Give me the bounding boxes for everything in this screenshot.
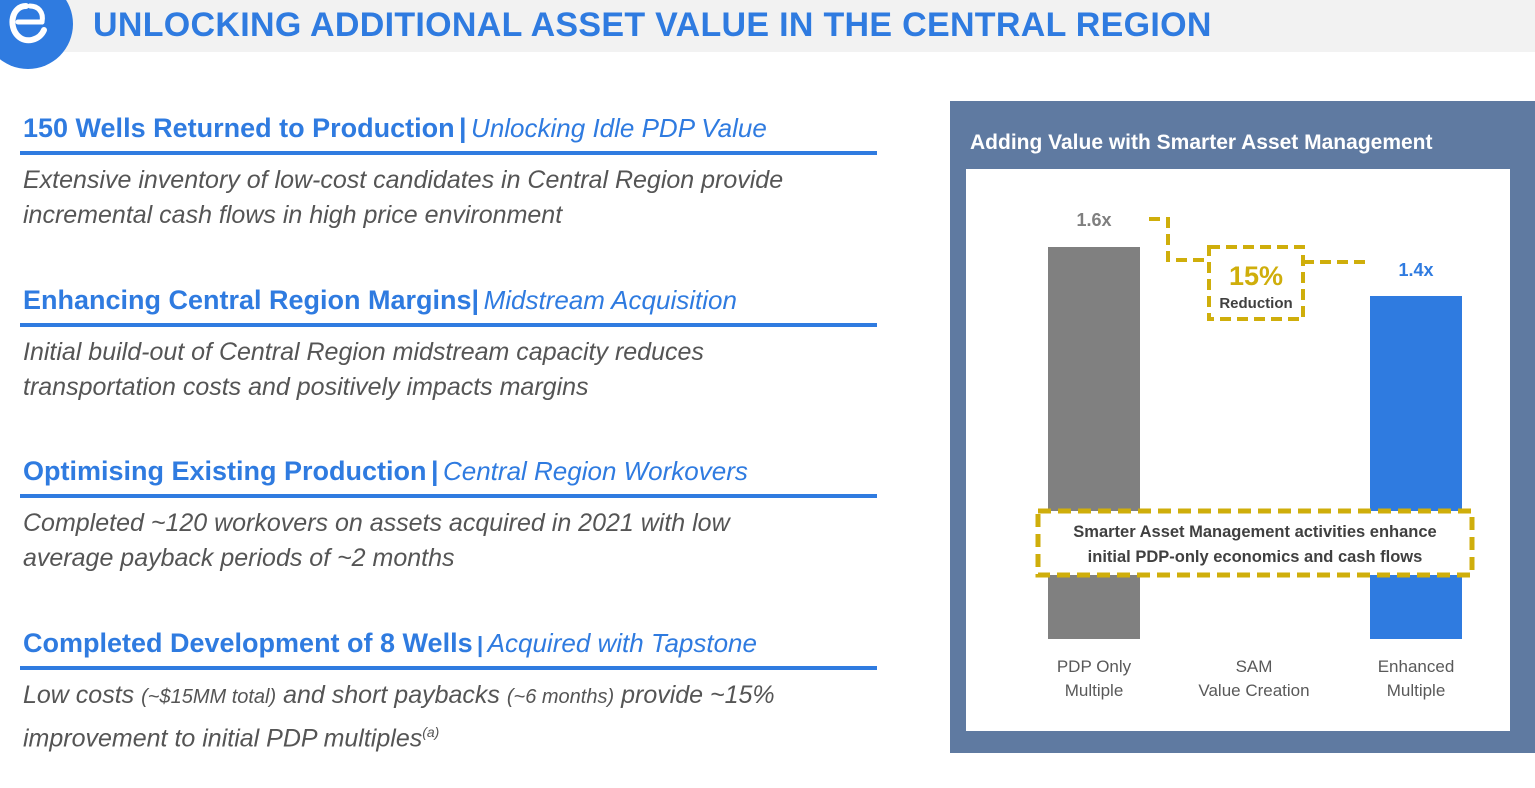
callout-line: initial PDP-only economics and cash flow… xyxy=(1088,548,1423,566)
tick-label-enhanced-2: Multiple xyxy=(1387,681,1446,700)
header-band xyxy=(0,0,1535,52)
section-title: Enhancing Central Region Margins xyxy=(23,285,472,315)
tick-label-enhanced-1: Enhanced xyxy=(1378,657,1455,676)
section-subtitle: Midstream Acquisition xyxy=(483,285,737,315)
body-line: Completed ~120 workovers on assets acqui… xyxy=(23,509,730,537)
section-title: Optimising Existing Production xyxy=(23,456,427,486)
body-text-small: (~$15MM total) xyxy=(141,686,277,708)
tick-label-sam-2: Value Creation xyxy=(1198,681,1309,700)
bar-pdp-only xyxy=(1048,247,1140,639)
section-body: Completed ~120 workovers on assets acqui… xyxy=(20,506,877,576)
reduction-value: 15% xyxy=(1229,261,1283,291)
reduction-label: Reduction xyxy=(1219,295,1292,312)
section-development: Completed Development of 8 Wells | Acqui… xyxy=(20,630,877,756)
section-separator: | xyxy=(471,285,480,315)
body-line: Initial build-out of Central Region mids… xyxy=(23,338,704,366)
section-subtitle: Unlocking Idle PDP Value xyxy=(471,113,767,143)
body-line: average payback periods of ~2 months xyxy=(23,544,455,572)
body-line: improvement to initial PDP multiples(a) xyxy=(23,715,877,756)
section-separator: | xyxy=(459,113,467,143)
section-subtitle: Central Region Workovers xyxy=(442,456,748,486)
section-title: 150 Wells Returned to Production xyxy=(23,113,455,143)
section-body: Initial build-out of Central Region mids… xyxy=(20,335,877,405)
section-body: Extensive inventory of low-cost candidat… xyxy=(20,163,877,233)
body-line: incremental cash flows in high price env… xyxy=(23,201,563,229)
bar-enhanced xyxy=(1370,296,1462,639)
tick-label-pdp-only-1: PDP Only xyxy=(1057,657,1132,676)
tick-label-pdp-only-2: Multiple xyxy=(1065,681,1124,700)
section-margins: Enhancing Central Region Margins| Midstr… xyxy=(20,287,877,405)
callout-background xyxy=(1038,511,1472,575)
data-label-pdp-only: 1.6x xyxy=(1076,210,1111,230)
chart-svg: 1.6x 1.4x 15% Reduction Smarter Asset Ma… xyxy=(1035,210,1475,700)
chart-panel: Adding Value with Smarter Asset Manageme… xyxy=(950,101,1535,753)
reduction-box xyxy=(1207,245,1305,321)
section-subtitle: Acquired with Tapstone xyxy=(487,628,757,658)
body-text-small: (~6 months) xyxy=(506,686,615,708)
section-heading: Enhancing Central Region Margins| Midstr… xyxy=(20,287,877,327)
callout-box xyxy=(1035,508,1475,578)
section-workovers: Optimising Existing Production | Central… xyxy=(20,458,877,576)
connector-line-left xyxy=(1149,217,1209,262)
section-heading: 150 Wells Returned to Production | Unloc… xyxy=(20,115,877,155)
body-text: Low costs xyxy=(23,681,142,709)
body-text: provide ~15% xyxy=(614,681,775,709)
data-label-enhanced: 1.4x xyxy=(1398,260,1433,280)
body-line: Low costs (~$15MM total) and short payba… xyxy=(23,678,877,715)
company-logo-icon xyxy=(0,0,73,69)
section-heading: Completed Development of 8 Wells | Acqui… xyxy=(20,630,877,670)
body-text: and short paybacks xyxy=(276,681,507,709)
section-body: Low costs (~$15MM total) and short payba… xyxy=(20,678,877,756)
section-separator: | xyxy=(477,632,484,657)
chart-title: Adding Value with Smarter Asset Manageme… xyxy=(970,131,1433,154)
callout-line: Smarter Asset Management activities enha… xyxy=(1073,523,1436,541)
section-separator: | xyxy=(430,456,439,486)
section-heading: Optimising Existing Production | Central… xyxy=(20,458,877,498)
tick-label-sam-1: SAM xyxy=(1236,657,1273,676)
body-text: improvement to initial PDP multiples xyxy=(23,724,423,753)
section-title: Completed Development of 8 Wells xyxy=(23,628,473,658)
chart-plot-area: 1.6x 1.4x 15% Reduction Smarter Asset Ma… xyxy=(966,169,1510,731)
section-wells-returned: 150 Wells Returned to Production | Unloc… xyxy=(20,115,877,233)
page-title: UNLOCKING ADDITIONAL ASSET VALUE IN THE … xyxy=(93,6,1212,44)
body-line: Extensive inventory of low-cost candidat… xyxy=(23,166,784,194)
body-line: transportation costs and positively impa… xyxy=(23,373,589,401)
footnote-marker: (a) xyxy=(422,724,440,740)
